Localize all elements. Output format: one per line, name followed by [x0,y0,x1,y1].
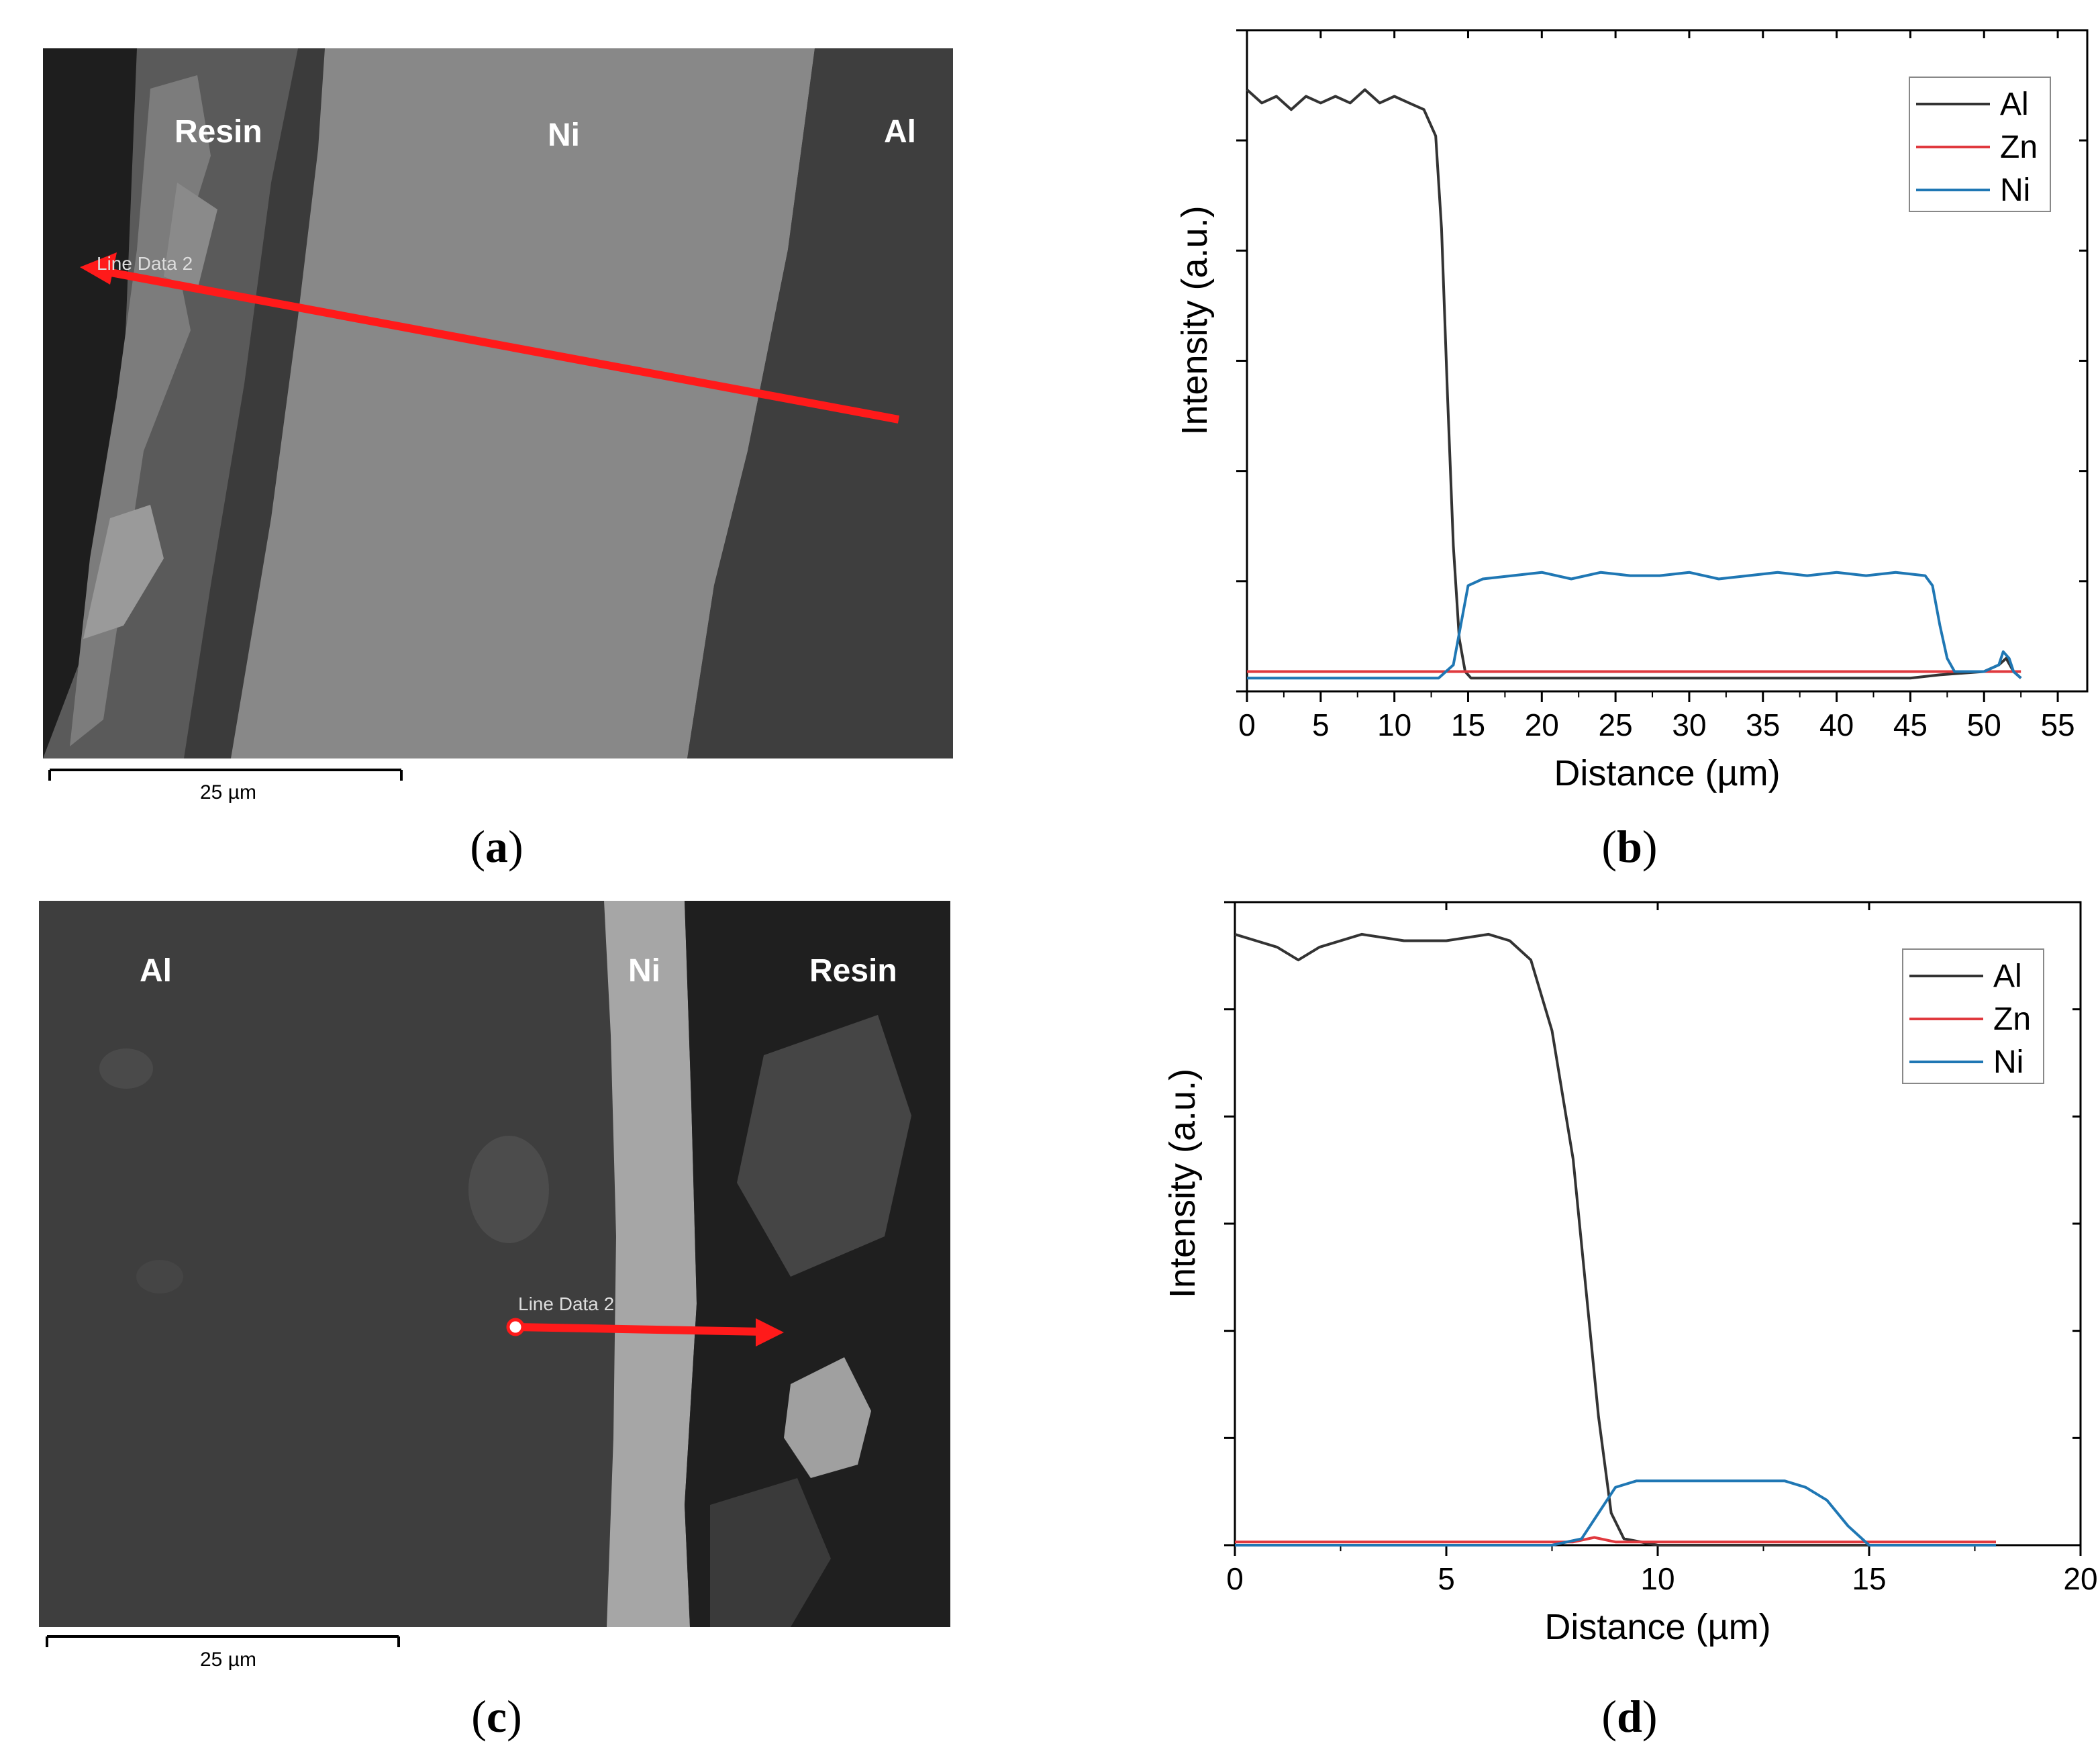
legend-label-al: Al [2000,87,2029,122]
x-tick-label: 0 [1226,1561,1244,1596]
x-tick-label: 20 [1525,707,1559,742]
caption-letter: d [1617,1691,1642,1742]
caption-b: (b) [1562,820,1697,873]
legend-label-zn: Zn [1993,1001,2031,1037]
x-axis-label: Distance (µm) [1544,1607,1770,1647]
legend-label-ni: Ni [2000,173,2030,208]
series-line-al [1246,88,2022,680]
x-tick-label: 5 [1312,707,1330,742]
caption-a: (a) [430,820,564,873]
sem-image-a: Line Data 2 Resin Ni Al 25 µm [20,13,973,809]
series-line-zn [1235,1536,1996,1544]
caption-d: (d) [1562,1690,1697,1743]
x-tick-label: 15 [1852,1561,1886,1596]
caption-letter: c [486,1691,507,1742]
caption-open: ( [1601,821,1617,872]
caption-close: ) [507,1691,522,1742]
x-tick-label: 45 [1893,707,1928,742]
caption-open: ( [470,821,485,872]
x-tick-label: 40 [1819,707,1854,742]
scale-bar: 25 µm [48,769,403,803]
label-al: Al [884,114,916,150]
caption-close: ) [508,821,523,872]
x-tick-label: 0 [1238,707,1256,742]
legend-label-zn: Zn [2000,130,2038,165]
sem-image-c: Line Data 2 Al Ni Resin 25 µm [20,887,973,1683]
caption-open: ( [1601,1691,1617,1742]
chart-d: 0 5 10 15 20 Distance (µm) Intensity (a.u.) Al Z… [1162,901,2098,1647]
x-axis-label: Distance (µm) [1554,753,1780,793]
caption-letter: b [1617,821,1642,872]
label-ni: Ni [548,117,580,153]
x-tick-label: 55 [2040,707,2074,742]
caption-open: ( [471,1691,487,1742]
x-tick-label: 30 [1672,707,1706,742]
x-tick-label: 25 [1599,707,1633,742]
legend-label-ni: Ni [1993,1044,2023,1080]
legend-label-al: Al [1993,959,2022,994]
line-data-label: Line Data 2 [518,1293,614,1314]
y-axis-label: Intensity (a.u.) [1174,205,1215,435]
y-axis-label: Intensity (a.u.) [1162,1069,1203,1298]
x-tick-label: 5 [1438,1561,1455,1596]
series-line-al [1234,932,1996,1547]
label-resin: Resin [809,953,897,989]
x-tick-label: 50 [1967,707,2001,742]
caption-close: ) [1642,1691,1658,1742]
caption-letter: a [485,821,508,872]
label-ni: Ni [628,953,660,989]
series-line-ni [1235,1479,1996,1547]
x-tick-label: 20 [2063,1561,2097,1596]
x-tick-label: 15 [1451,707,1485,742]
x-tick-label: 10 [1377,707,1411,742]
series-line-ni [1247,571,2022,680]
line-data-label: Line Data 2 [97,253,193,274]
scale-label: 25 µm [200,781,256,803]
chart-b: 0 5 10 15 20 25 30 35 40 45 50 55 Distance (µm) Inten… [1174,29,2089,793]
x-tick-label: 10 [1640,1561,1674,1596]
caption-close: ) [1642,821,1658,872]
caption-c: (c) [430,1690,564,1743]
x-tick-label: 35 [1746,707,1780,742]
scale-bar: 25 µm [46,1635,400,1671]
label-al: Al [140,953,172,989]
scale-label: 25 µm [200,1649,256,1671]
label-resin: Resin [174,114,262,150]
